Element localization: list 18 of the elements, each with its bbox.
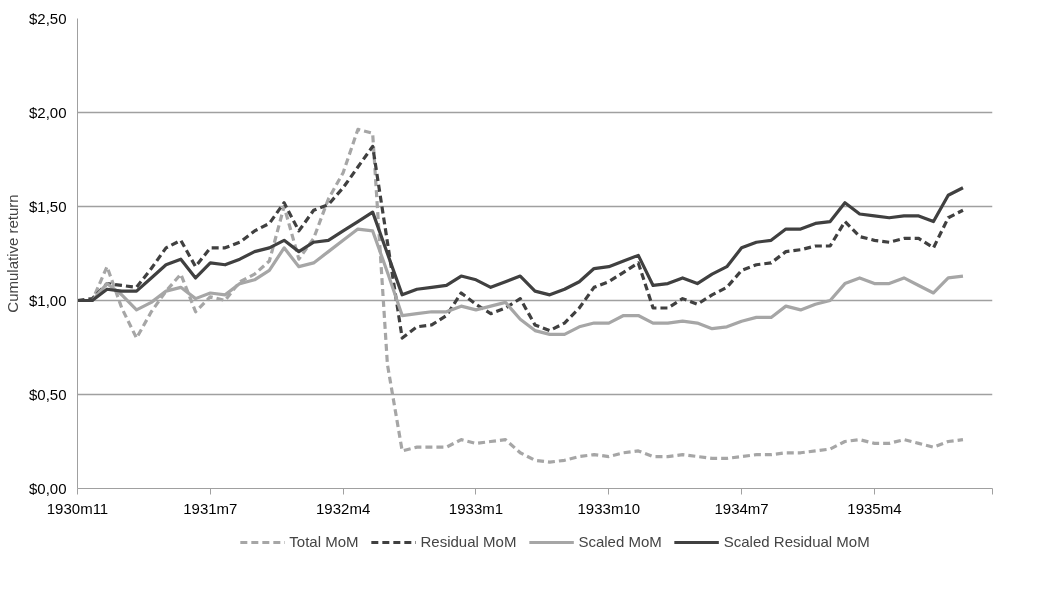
x-tick-label: 1931m7 (183, 499, 238, 517)
x-tick-label: 1930m11 (46, 499, 109, 517)
y-axis-title: Cumulative return (3, 194, 21, 313)
y-tick-label: $1,00 (28, 292, 67, 309)
x-tick-label: 1933m10 (577, 499, 641, 517)
x-tick-label: 1934m7 (714, 499, 769, 517)
legend-label: Residual MoM (420, 533, 517, 550)
x-tick-label: 1932m4 (316, 499, 371, 517)
y-tick-label: $2,50 (28, 10, 67, 27)
x-tick-label: 1935m4 (847, 499, 902, 517)
y-tick-label: $1,50 (28, 198, 67, 215)
y-tick-label: $2,00 (28, 104, 67, 121)
legend-label: Scaled MoM (578, 533, 662, 550)
y-tick-label: $0,00 (28, 480, 67, 497)
legend-label: Total MoM (289, 533, 359, 550)
legend-label: Scaled Residual MoM (723, 533, 870, 550)
x-tick-label: 1933m1 (448, 499, 504, 517)
y-tick-label: $0,50 (28, 386, 67, 403)
